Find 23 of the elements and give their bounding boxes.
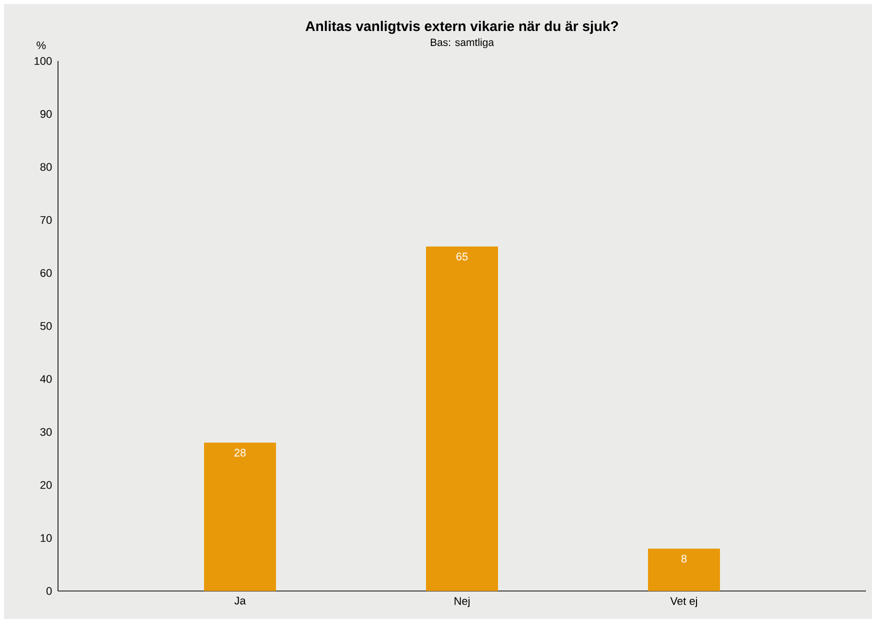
y-tick-label: 50	[40, 322, 52, 330]
bar	[204, 442, 276, 591]
bar	[648, 548, 720, 591]
y-tick-label: 30	[40, 428, 52, 436]
x-tick-label: Ja	[234, 596, 246, 605]
x-tick-label: Vet ej	[670, 596, 697, 608]
y-tick-label: 10	[40, 534, 52, 542]
y-tick-label: 80	[40, 163, 52, 171]
x-tick-label: Nej	[454, 596, 470, 608]
data-label: 8	[681, 554, 687, 563]
data-label: 28	[234, 448, 246, 457]
chart-subtitle: Bas: samtliga	[430, 38, 494, 48]
y-tick-label: 90	[40, 110, 52, 118]
y-tick-label: 100	[34, 57, 52, 65]
y-tick-label: 60	[40, 269, 52, 277]
y-axis-title: %	[36, 41, 46, 50]
bar	[426, 246, 498, 591]
y-tick-label: 40	[40, 375, 52, 383]
chart-title: Anlitas vanligtvis extern vikarie när du är sjuk?	[306, 20, 618, 34]
y-tick-label: 70	[40, 216, 52, 224]
data-label: 65	[456, 252, 468, 260]
y-tick-label: 0	[46, 587, 52, 595]
y-tick-label: 20	[40, 481, 52, 489]
